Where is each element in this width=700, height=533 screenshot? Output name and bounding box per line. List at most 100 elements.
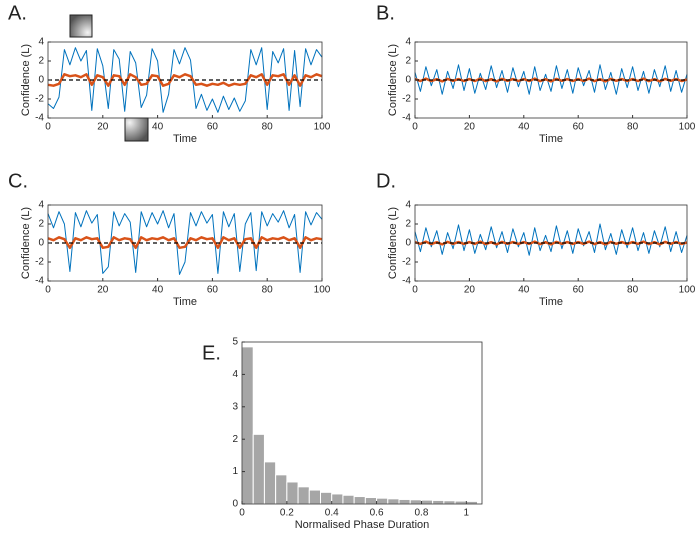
x-tick-label: 100: [314, 122, 331, 133]
y-tick-label: 4: [405, 200, 411, 211]
x-tick-label: 60: [573, 285, 585, 296]
bar: [376, 497, 389, 505]
y-axis-label: Confidence (L): [387, 44, 399, 116]
y-tick-label: 0: [38, 75, 44, 86]
bar: [308, 489, 322, 505]
panel-label: D.: [376, 170, 396, 192]
y-tick-label: -4: [35, 276, 44, 287]
y-tick-label: 0: [405, 238, 411, 249]
y-tick-label: -4: [402, 113, 411, 124]
axes-frame: [241, 341, 483, 505]
panel-label: C.: [8, 170, 28, 192]
bar: [387, 498, 400, 505]
y-axis-label: Confidence (L): [20, 44, 32, 116]
panel-label: A.: [8, 2, 27, 24]
x-axis-label: Time: [539, 133, 563, 145]
bar: [353, 496, 366, 505]
y-tick-label: -2: [402, 257, 411, 268]
y-tick-label: 5: [232, 337, 238, 348]
x-tick-label: 20: [97, 285, 109, 296]
x-tick-label: 80: [262, 122, 274, 133]
bar: [443, 500, 456, 505]
bar: [297, 486, 310, 505]
x-tick-label: 1: [464, 508, 470, 519]
x-tick-label: 80: [627, 285, 639, 296]
series-line: [47, 73, 323, 87]
x-tick-label: 60: [573, 122, 585, 133]
x-tick-label: 40: [152, 122, 164, 133]
series-line: [47, 210, 323, 275]
y-tick-label: 0: [38, 238, 44, 249]
y-tick-label: 2: [405, 219, 411, 230]
y-tick-label: 0: [405, 75, 411, 86]
y-axis-label: Confidence (L): [387, 207, 399, 279]
inset-image: [69, 14, 93, 38]
series-line: [414, 64, 688, 95]
bar: [286, 481, 299, 505]
bar: [454, 500, 467, 505]
x-tick-label: 80: [627, 122, 639, 133]
y-tick-label: 3: [232, 401, 238, 412]
y-tick-label: 4: [38, 37, 44, 48]
bar: [342, 494, 355, 505]
x-tick-label: 0: [412, 285, 418, 296]
bar: [398, 498, 411, 505]
bar: [275, 474, 288, 505]
panel-label: B.: [376, 2, 395, 24]
x-tick-label: 100: [679, 122, 696, 133]
x-axis-label: Time: [539, 296, 563, 308]
inset-image: [124, 117, 149, 142]
bar: [432, 499, 445, 505]
x-tick-label: 20: [97, 122, 109, 133]
bar: [320, 491, 333, 505]
bar: [263, 461, 277, 505]
x-tick-label: 60: [207, 122, 219, 133]
series-line: [47, 236, 323, 250]
x-tick-label: 40: [518, 285, 530, 296]
y-tick-label: -2: [35, 94, 44, 105]
bar: [331, 493, 344, 505]
x-tick-label: 100: [679, 285, 696, 296]
bar: [409, 499, 422, 505]
x-tick-label: 100: [314, 285, 331, 296]
x-tick-label: 0.2: [280, 508, 294, 519]
x-tick-label: 0: [45, 122, 51, 133]
y-tick-label: 4: [232, 369, 238, 380]
x-tick-label: 0.8: [414, 508, 428, 519]
bar: [241, 346, 254, 505]
y-tick-label: -4: [402, 276, 411, 287]
series-line: [414, 223, 688, 256]
y-tick-label: 1: [232, 466, 238, 477]
y-tick-label: -4: [35, 113, 44, 124]
x-axis-label: Time: [173, 133, 197, 145]
x-tick-label: 0: [239, 508, 245, 519]
x-tick-label: 0: [45, 285, 51, 296]
y-tick-label: 2: [38, 56, 44, 67]
x-tick-label: 60: [207, 285, 219, 296]
x-tick-label: 20: [464, 122, 476, 133]
bar: [420, 499, 434, 505]
x-tick-label: 20: [464, 285, 476, 296]
x-tick-label: 40: [152, 285, 164, 296]
bar: [364, 497, 378, 505]
y-tick-label: 2: [38, 219, 44, 230]
y-tick-label: -2: [402, 94, 411, 105]
series-line: [47, 47, 323, 113]
y-axis-label: Confidence (L): [20, 207, 32, 279]
x-axis-label: Normalised Phase Duration: [295, 519, 430, 531]
bar: [252, 433, 265, 505]
x-tick-label: 0: [412, 122, 418, 133]
x-tick-label: 40: [518, 122, 530, 133]
x-tick-label: 0.4: [325, 508, 339, 519]
y-tick-label: 0: [232, 499, 238, 510]
y-tick-label: 4: [405, 37, 411, 48]
x-axis-label: Time: [173, 296, 197, 308]
y-tick-label: -2: [35, 257, 44, 268]
x-tick-label: 80: [262, 285, 274, 296]
x-tick-label: 0.6: [370, 508, 384, 519]
panel-label: E.: [202, 342, 221, 364]
y-tick-label: 2: [405, 56, 411, 67]
y-tick-label: 4: [38, 200, 44, 211]
y-tick-label: 2: [232, 434, 238, 445]
